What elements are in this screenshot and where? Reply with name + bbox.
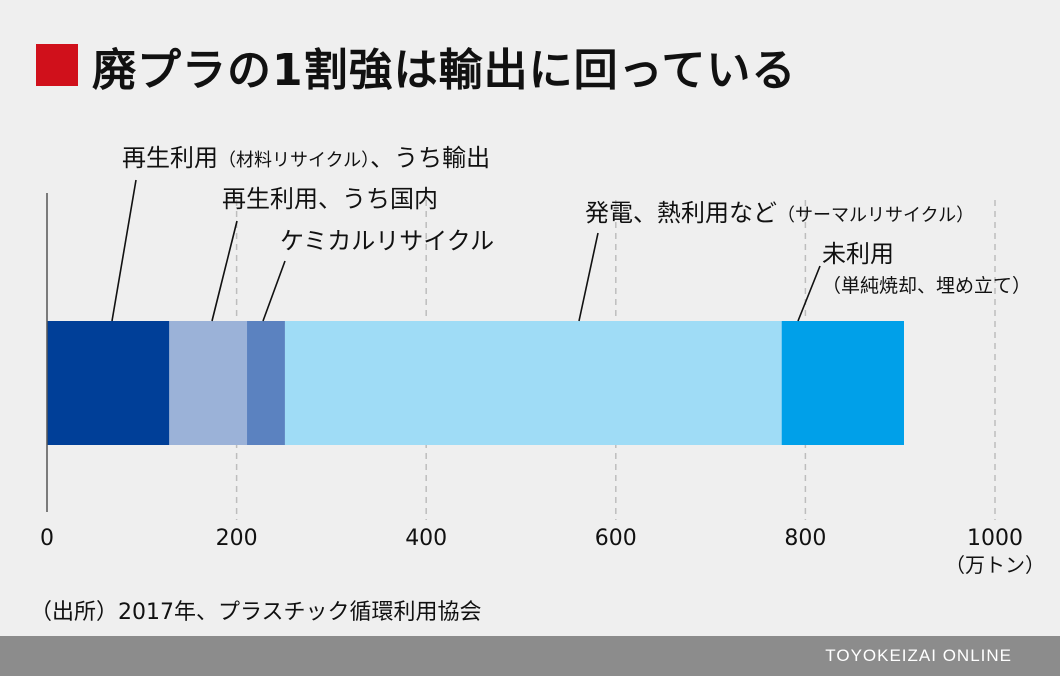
x-tick-label: 400 [405,526,447,551]
annotation-sub-text: （材料リサイクル） [218,150,370,171]
bar-segment [247,321,285,445]
leader-line [578,232,599,322]
chart-title: 廃プラの1割強は輸出に回っている [92,45,797,96]
annotation-main-text: ケミカルリサイクル [280,227,494,255]
annotation-sublabel: （単純焼却、埋め立て） [822,275,1031,297]
bar-segment [284,321,782,445]
footer-bar: TOYOKEIZAI ONLINE [0,636,1060,676]
leader-line [111,179,137,322]
bar-segment [781,321,904,445]
leader-line [211,220,238,322]
x-tick-label: 600 [595,526,637,551]
annotation-label: 再生利用、うち国内 [222,185,438,213]
annotation-tail-text: 、うち輸出 [370,144,490,172]
annotation-label: 発電、熱利用など（サーマルリサイクル） [585,199,974,227]
annotation-main-text: 発電、熱利用など [585,199,777,227]
leader-line [262,260,286,322]
bar-segment [47,321,170,445]
source-note: （出所）2017年、プラスチック循環利用協会 [30,600,482,625]
annotation-label: ケミカルリサイクル [280,227,494,255]
x-tick-label: 1000 [967,526,1023,551]
x-axis-unit-label: （万トン） [945,553,1045,577]
annotation-label: 未利用 [822,240,894,268]
annotation-label: 再生利用（材料リサイクル）、うち輸出 [122,144,490,172]
annotation-main-text: 再生利用 [122,144,218,172]
leader-line [797,265,821,322]
stacked-bar-chart: 0 200 400 600 800 1000（万トン） 再生利用（材料リサイクル）、うち輸出… [40,144,1045,577]
bar-segment [169,321,248,445]
x-tick-label: 200 [216,526,258,551]
annotation-main-text: 再生利用、うち国内 [222,185,438,213]
brand-label: TOYOKEIZAI ONLINE [825,646,1012,665]
x-tick-label: 800 [784,526,826,551]
title-marker [36,44,78,86]
annotation-sub-text: （サーマルリサイクル） [777,205,974,226]
x-tick-label: 0 [40,526,54,551]
